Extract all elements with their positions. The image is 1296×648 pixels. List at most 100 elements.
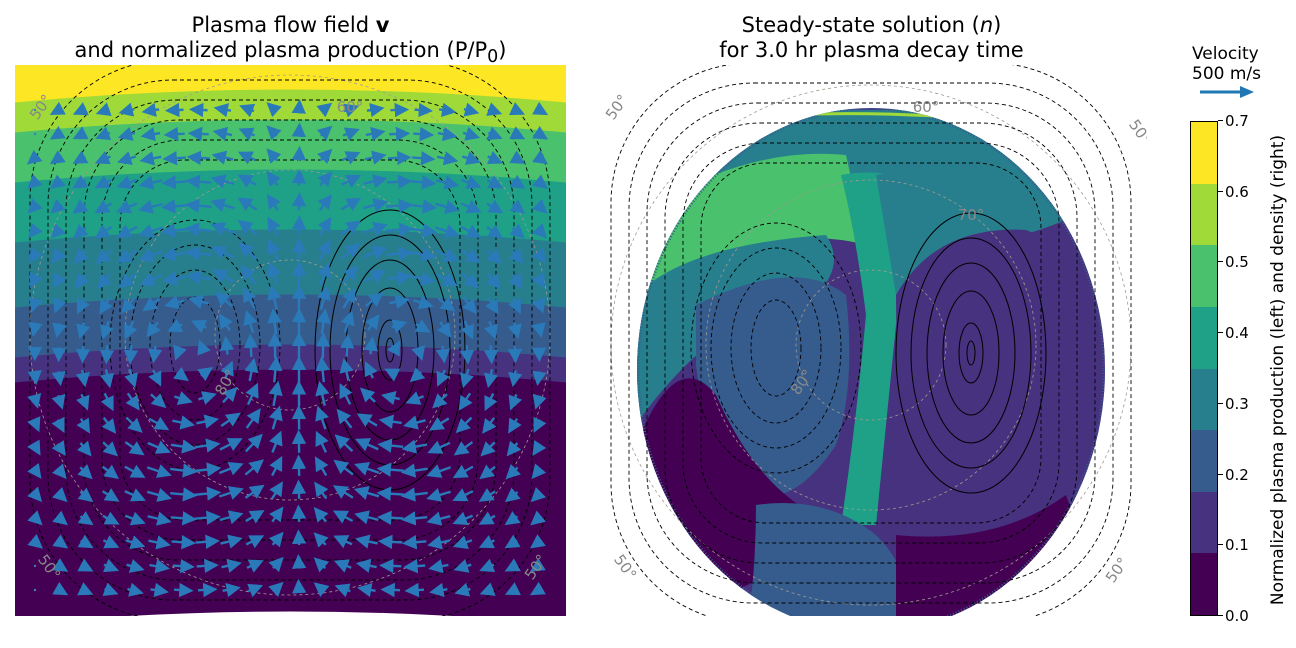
velocity-arrow bbox=[116, 224, 138, 238]
velocity-arrow bbox=[386, 174, 413, 190]
velocity-arrow bbox=[170, 487, 198, 502]
velocity-arrow bbox=[94, 150, 111, 165]
latitude-circle bbox=[705, 179, 1037, 511]
velocity-arrow bbox=[197, 339, 211, 356]
velocity-arrow bbox=[27, 486, 43, 503]
latitude-label: 50° bbox=[610, 551, 640, 583]
velocity-arrow bbox=[51, 393, 66, 410]
velocity-arrow bbox=[343, 103, 360, 118]
velocity-arrow bbox=[363, 174, 388, 189]
right-title-line-1: Steady-state solution (n) bbox=[596, 13, 1147, 38]
right-title-end: ) bbox=[993, 13, 1002, 37]
velocity-arrow bbox=[49, 150, 66, 165]
velocity-arrow bbox=[354, 534, 378, 549]
velocity-arrow bbox=[378, 414, 402, 429]
right-plot-panel: 50° 60° 50° 70° 80° 50° 50° bbox=[596, 65, 1147, 616]
colorbar-band bbox=[1191, 245, 1217, 307]
velocity-arrow bbox=[269, 430, 283, 453]
potential-contour bbox=[682, 142, 1060, 544]
velocity-arrow bbox=[316, 308, 331, 335]
velocity-arrow bbox=[333, 559, 352, 573]
velocity-arrow bbox=[213, 103, 232, 118]
velocity-arrow bbox=[142, 296, 161, 312]
velocity-arrow bbox=[386, 340, 401, 357]
density-region bbox=[716, 317, 789, 435]
velocity-arrow bbox=[267, 308, 282, 335]
velocity-arrow bbox=[436, 151, 459, 166]
velocity-arrow bbox=[218, 486, 244, 500]
velocity-arrow bbox=[355, 558, 377, 573]
velocity-arrow bbox=[486, 126, 503, 140]
velocity-arrow bbox=[389, 294, 411, 309]
velocity-arrow bbox=[197, 582, 218, 598]
velocity-arrow bbox=[77, 464, 93, 480]
velocity-arrow bbox=[267, 216, 281, 236]
velocity-legend: Velocity 500 m/s bbox=[1192, 44, 1261, 84]
velocity-arrow bbox=[532, 150, 549, 165]
velocity-arrow bbox=[452, 464, 474, 479]
velocity-arrow bbox=[161, 175, 188, 190]
velocity-arrow bbox=[29, 296, 43, 313]
velocity-arrow bbox=[266, 102, 282, 118]
velocity-arrow bbox=[267, 239, 281, 261]
velocity-arrow bbox=[532, 101, 549, 116]
velocity-arrow bbox=[138, 248, 163, 262]
velocity-arrow bbox=[29, 247, 43, 264]
velocity-arrow bbox=[194, 510, 221, 525]
velocity-arrow bbox=[387, 150, 412, 166]
velocity-arrow bbox=[164, 295, 185, 310]
velocity-arrow bbox=[210, 222, 236, 236]
velocity-arrow bbox=[268, 556, 284, 573]
velocity-arrow bbox=[101, 464, 120, 480]
velocity-arrow bbox=[161, 247, 188, 262]
velocity-arrow bbox=[426, 488, 451, 502]
velocity-arrow bbox=[435, 248, 460, 262]
velocity-arrow bbox=[239, 103, 256, 118]
velocity-arrow bbox=[147, 511, 172, 526]
right-title-text: Steady-state solution ( bbox=[741, 13, 980, 37]
velocity-arrow bbox=[187, 126, 209, 142]
velocity-arrow bbox=[332, 485, 354, 499]
velocity-arrow bbox=[405, 391, 425, 405]
velocity-arrow bbox=[403, 558, 426, 574]
velocity-arrow bbox=[245, 382, 259, 406]
velocity-arrow bbox=[531, 223, 547, 239]
velocity-arrow bbox=[94, 199, 112, 214]
velocity-arrow bbox=[72, 174, 89, 189]
velocity-arrow bbox=[167, 318, 184, 332]
velocity-arrow bbox=[404, 582, 425, 598]
velocity-arrow bbox=[268, 356, 283, 383]
velocity-arrow bbox=[196, 414, 220, 429]
velocity-arrow bbox=[244, 459, 265, 476]
velocity-arrow bbox=[342, 127, 360, 141]
velocity-arrow bbox=[486, 248, 503, 264]
velocity-arrow bbox=[434, 224, 460, 238]
velocity-arrow bbox=[170, 439, 197, 454]
velocity-arrow bbox=[355, 438, 379, 452]
velocity-arrow bbox=[316, 285, 331, 310]
velocity-arrow bbox=[478, 488, 496, 502]
velocity-arrow bbox=[414, 319, 431, 333]
velocity-arrow bbox=[27, 393, 42, 409]
velocity-arrow bbox=[163, 126, 185, 142]
velocity-arrow bbox=[341, 151, 361, 165]
velocity-arrows bbox=[26, 99, 549, 598]
velocity-arrow bbox=[315, 405, 329, 430]
velocity-arrow bbox=[27, 198, 43, 214]
velocity-arrow bbox=[268, 380, 283, 407]
velocity-arrow bbox=[359, 387, 376, 403]
production-band bbox=[15, 369, 566, 616]
velocity-arrow bbox=[214, 291, 233, 308]
velocity-arrow bbox=[125, 416, 143, 433]
velocity-arrow bbox=[52, 510, 68, 526]
velocity-arrow bbox=[50, 198, 66, 214]
velocity-arrow bbox=[244, 357, 259, 382]
velocity-arrow bbox=[160, 199, 188, 214]
velocity-arrow bbox=[28, 222, 43, 239]
velocity-arrow bbox=[29, 271, 43, 288]
velocity-arrow bbox=[460, 249, 481, 263]
velocity-arrow bbox=[72, 102, 89, 116]
velocity-arrow bbox=[410, 223, 438, 238]
velocity-arrow bbox=[340, 242, 360, 260]
velocity-arrow bbox=[508, 298, 522, 315]
